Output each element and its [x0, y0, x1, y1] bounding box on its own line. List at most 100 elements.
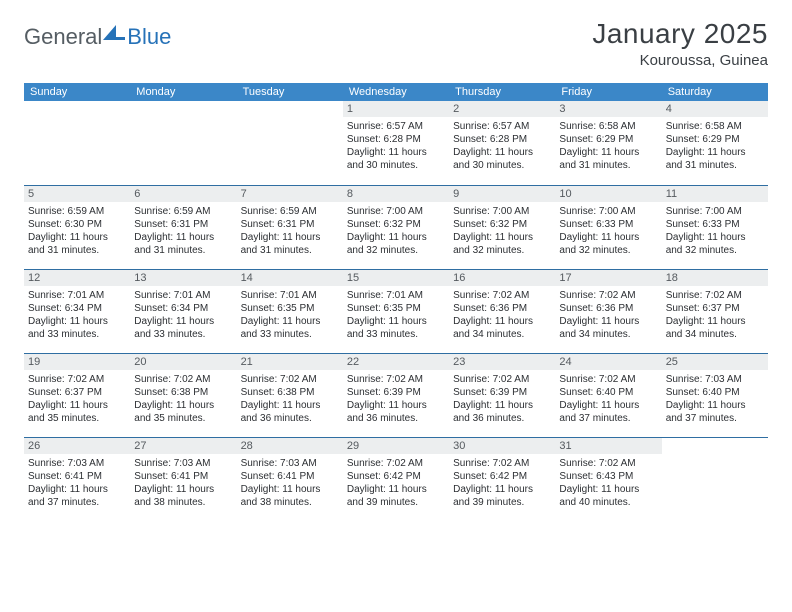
day-number: 6 [130, 186, 236, 202]
sunset-label: Sunset: [453, 471, 487, 482]
sunset-value: 6:31 PM [277, 219, 314, 230]
sunrise-label: Sunrise: [666, 374, 703, 385]
daylight-label: Daylight: [241, 232, 280, 243]
daylight-label: Daylight: [28, 232, 67, 243]
sunset-line: Sunset: 6:33 PM [559, 218, 657, 231]
day-body: Sunrise: 7:02 AMSunset: 6:39 PMDaylight:… [449, 370, 555, 427]
day-body: Sunrise: 6:57 AMSunset: 6:28 PMDaylight:… [449, 117, 555, 174]
sunset-label: Sunset: [347, 303, 381, 314]
day-body: Sunrise: 7:03 AMSunset: 6:40 PMDaylight:… [662, 370, 768, 427]
sunset-value: 6:34 PM [65, 303, 102, 314]
sunset-line: Sunset: 6:38 PM [134, 386, 232, 399]
sunrise-value: 6:59 AM [174, 206, 211, 217]
daylight-label: Daylight: [666, 400, 705, 411]
daylight-line: Daylight: 11 hours and 37 minutes. [28, 483, 126, 509]
sunrise-value: 7:03 AM [174, 458, 211, 469]
sunrise-label: Sunrise: [28, 206, 65, 217]
sunrise-value: 7:02 AM [67, 374, 104, 385]
sunrise-line: Sunrise: 7:02 AM [347, 457, 445, 470]
daylight-label: Daylight: [559, 232, 598, 243]
sunset-label: Sunset: [134, 303, 168, 314]
daylight-line: Daylight: 11 hours and 31 minutes. [28, 231, 126, 257]
daylight-label: Daylight: [453, 147, 492, 158]
day-number: 4 [662, 101, 768, 117]
calendar-cell: 29Sunrise: 7:02 AMSunset: 6:42 PMDayligh… [343, 437, 449, 521]
sunset-line: Sunset: 6:29 PM [559, 133, 657, 146]
day-body: Sunrise: 7:00 AMSunset: 6:32 PMDaylight:… [343, 202, 449, 259]
daylight-line: Daylight: 11 hours and 31 minutes. [134, 231, 232, 257]
sunset-label: Sunset: [28, 387, 62, 398]
calendar-cell [662, 437, 768, 521]
day-body: Sunrise: 7:01 AMSunset: 6:34 PMDaylight:… [130, 286, 236, 343]
sunset-value: 6:37 PM [702, 303, 739, 314]
daylight-line: Daylight: 11 hours and 32 minutes. [453, 231, 551, 257]
sunset-value: 6:32 PM [490, 219, 527, 230]
sunrise-label: Sunrise: [559, 374, 596, 385]
daylight-line: Daylight: 11 hours and 32 minutes. [347, 231, 445, 257]
sunset-label: Sunset: [559, 303, 593, 314]
calendar-cell: 4Sunrise: 6:58 AMSunset: 6:29 PMDaylight… [662, 101, 768, 185]
sunrise-label: Sunrise: [666, 121, 703, 132]
sunrise-line: Sunrise: 6:57 AM [347, 120, 445, 133]
sunrise-line: Sunrise: 7:02 AM [666, 289, 764, 302]
daylight-line: Daylight: 11 hours and 39 minutes. [347, 483, 445, 509]
sunset-line: Sunset: 6:42 PM [453, 470, 551, 483]
daylight-label: Daylight: [347, 147, 386, 158]
sunset-line: Sunset: 6:33 PM [666, 218, 764, 231]
sunrise-value: 7:02 AM [174, 374, 211, 385]
calendar-cell: 16Sunrise: 7:02 AMSunset: 6:36 PMDayligh… [449, 269, 555, 353]
weekday-header: Thursday [449, 83, 555, 101]
sunrise-value: 7:00 AM [599, 206, 636, 217]
sunset-line: Sunset: 6:29 PM [666, 133, 764, 146]
daylight-line: Daylight: 11 hours and 35 minutes. [134, 399, 232, 425]
sunset-line: Sunset: 6:41 PM [241, 470, 339, 483]
day-body: Sunrise: 7:03 AMSunset: 6:41 PMDaylight:… [237, 454, 343, 511]
sunset-value: 6:39 PM [490, 387, 527, 398]
daylight-line: Daylight: 11 hours and 36 minutes. [241, 399, 339, 425]
sunset-value: 6:42 PM [490, 471, 527, 482]
sunrise-label: Sunrise: [453, 374, 490, 385]
day-body: Sunrise: 6:58 AMSunset: 6:29 PMDaylight:… [662, 117, 768, 174]
daylight-line: Daylight: 11 hours and 32 minutes. [666, 231, 764, 257]
sunset-value: 6:41 PM [277, 471, 314, 482]
daylight-line: Daylight: 11 hours and 34 minutes. [666, 315, 764, 341]
daylight-line: Daylight: 11 hours and 40 minutes. [559, 483, 657, 509]
sunset-value: 6:30 PM [65, 219, 102, 230]
sunrise-label: Sunrise: [241, 206, 278, 217]
sunset-value: 6:36 PM [490, 303, 527, 314]
sunset-value: 6:40 PM [702, 387, 739, 398]
calendar-cell: 20Sunrise: 7:02 AMSunset: 6:38 PMDayligh… [130, 353, 236, 437]
sunrise-line: Sunrise: 7:02 AM [559, 457, 657, 470]
sunrise-value: 7:03 AM [280, 458, 317, 469]
sunrise-line: Sunrise: 7:02 AM [453, 373, 551, 386]
daylight-line: Daylight: 11 hours and 38 minutes. [241, 483, 339, 509]
sunset-line: Sunset: 6:32 PM [453, 218, 551, 231]
sunrise-line: Sunrise: 7:03 AM [28, 457, 126, 470]
sunset-line: Sunset: 6:36 PM [453, 302, 551, 315]
daylight-line: Daylight: 11 hours and 33 minutes. [347, 315, 445, 341]
logo-text-blue: Blue [127, 24, 171, 50]
sunset-label: Sunset: [666, 303, 700, 314]
sunset-label: Sunset: [559, 134, 593, 145]
sunset-line: Sunset: 6:31 PM [134, 218, 232, 231]
sunset-label: Sunset: [347, 134, 381, 145]
sunset-line: Sunset: 6:40 PM [666, 386, 764, 399]
sunrise-value: 7:02 AM [599, 374, 636, 385]
weekday-header: Wednesday [343, 83, 449, 101]
day-number: 17 [555, 270, 661, 286]
sunrise-line: Sunrise: 7:02 AM [241, 373, 339, 386]
day-body: Sunrise: 7:02 AMSunset: 6:42 PMDaylight:… [343, 454, 449, 511]
sunset-line: Sunset: 6:36 PM [559, 302, 657, 315]
daylight-line: Daylight: 11 hours and 36 minutes. [347, 399, 445, 425]
sunrise-value: 6:58 AM [705, 121, 742, 132]
sunrise-line: Sunrise: 6:58 AM [559, 120, 657, 133]
daylight-label: Daylight: [347, 400, 386, 411]
sunrise-value: 6:59 AM [67, 206, 104, 217]
sunrise-label: Sunrise: [559, 121, 596, 132]
day-number: 9 [449, 186, 555, 202]
sunset-line: Sunset: 6:37 PM [666, 302, 764, 315]
day-body: Sunrise: 7:03 AMSunset: 6:41 PMDaylight:… [24, 454, 130, 511]
sunrise-value: 7:00 AM [705, 206, 742, 217]
sunset-line: Sunset: 6:31 PM [241, 218, 339, 231]
sunrise-label: Sunrise: [453, 290, 490, 301]
